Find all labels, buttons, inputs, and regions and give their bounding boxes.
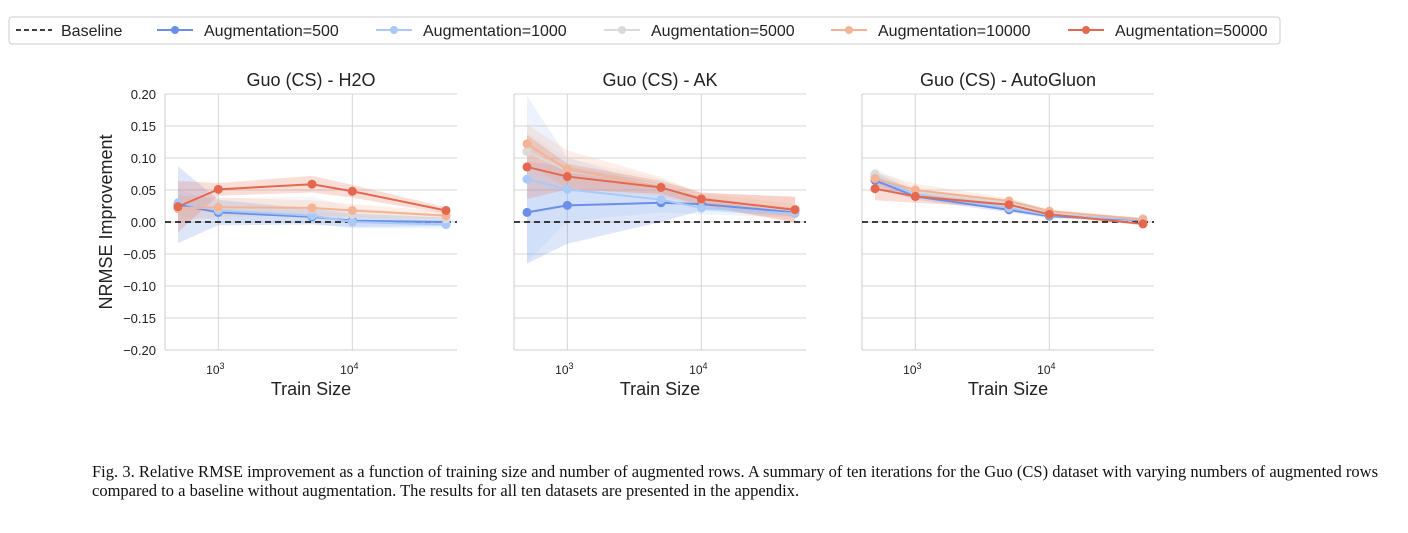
data-point <box>910 191 920 201</box>
x-tick-exponent: 3 <box>917 361 922 371</box>
y-axis-label: NRMSE Improvement <box>96 134 116 309</box>
data-point <box>696 194 706 204</box>
data-point <box>790 205 800 215</box>
y-tick-label: 0.05 <box>131 183 156 198</box>
panel-title: Guo (CS) - H2O <box>246 70 375 90</box>
legend-label: Augmentation=10000 <box>878 23 1031 40</box>
legend-label: Augmentation=1000 <box>423 23 567 40</box>
x-tick-label: 104 <box>1037 361 1055 377</box>
data-point <box>347 217 357 227</box>
data-point <box>522 139 532 149</box>
data-point <box>347 186 357 196</box>
data-point <box>562 172 572 182</box>
data-point <box>213 202 223 212</box>
legend-marker <box>390 26 398 34</box>
x-tick-exponent: 3 <box>220 361 225 371</box>
x-tick-label: 104 <box>689 361 707 377</box>
y-tick-label: −0.10 <box>123 279 156 294</box>
confidence-band <box>527 134 795 223</box>
data-point <box>562 184 572 194</box>
x-axis-label: Train Size <box>271 379 351 399</box>
data-point <box>656 195 666 205</box>
y-tick-label: 0.00 <box>131 215 156 230</box>
confidence-band <box>527 161 795 264</box>
data-point <box>347 205 357 215</box>
data-point <box>522 162 532 172</box>
x-axis-label: Train Size <box>968 379 1048 399</box>
data-point <box>522 147 532 157</box>
legend-label: Augmentation=50000 <box>1115 23 1268 40</box>
y-tick-label: 0.15 <box>131 119 156 134</box>
y-tick-label: 0.20 <box>131 87 156 102</box>
data-point <box>213 184 223 194</box>
panel-title: Guo (CS) - AK <box>602 70 717 90</box>
y-tick-label: −0.20 <box>123 343 156 358</box>
x-tick-exponent: 4 <box>354 361 359 371</box>
x-tick-label: 103 <box>555 361 573 377</box>
legend-label: Augmentation=5000 <box>651 23 795 40</box>
data-point <box>696 203 706 213</box>
legend-marker <box>618 26 626 34</box>
legend-marker <box>1082 26 1090 34</box>
data-point <box>1138 219 1148 229</box>
data-point <box>656 182 666 192</box>
legend-label: Baseline <box>61 23 122 40</box>
x-tick-exponent: 4 <box>1051 361 1056 371</box>
data-point <box>870 173 880 183</box>
confidence-band <box>178 166 446 244</box>
data-point <box>173 202 183 212</box>
y-tick-label: 0.10 <box>131 151 156 166</box>
x-axis-label: Train Size <box>620 379 700 399</box>
data-point <box>441 205 451 215</box>
legend-marker <box>845 26 853 34</box>
data-point <box>307 211 317 221</box>
confidence-band <box>527 132 795 217</box>
figure-caption: Fig. 3. Relative RMSE improvement as a f… <box>92 462 1378 500</box>
x-tick-exponent: 4 <box>703 361 708 371</box>
data-point <box>307 179 317 189</box>
data-point <box>562 200 572 210</box>
data-point <box>870 184 880 194</box>
y-tick-label: −0.05 <box>123 247 156 262</box>
data-point <box>522 207 532 217</box>
x-tick-exponent: 3 <box>569 361 574 371</box>
x-tick-label: 103 <box>206 361 224 377</box>
figure: Baseline Augmentation=500 Augmentation=100… <box>8 16 1281 399</box>
y-tick-label: −0.15 <box>123 311 156 326</box>
data-point <box>1004 200 1014 210</box>
legend-label: Augmentation=500 <box>204 23 339 40</box>
confidence-band <box>527 95 795 263</box>
data-point <box>1044 209 1054 219</box>
legend-marker <box>171 26 179 34</box>
data-point <box>307 203 317 213</box>
x-tick-label: 104 <box>340 361 358 377</box>
confidence-band <box>527 124 795 222</box>
confidence-band <box>178 175 446 233</box>
panel-title: Guo (CS) - AutoGluon <box>920 70 1096 90</box>
data-point <box>522 174 532 184</box>
x-tick-label: 103 <box>903 361 921 377</box>
data-point <box>910 185 920 195</box>
data-point <box>562 165 572 175</box>
legend-box <box>8 16 1281 45</box>
